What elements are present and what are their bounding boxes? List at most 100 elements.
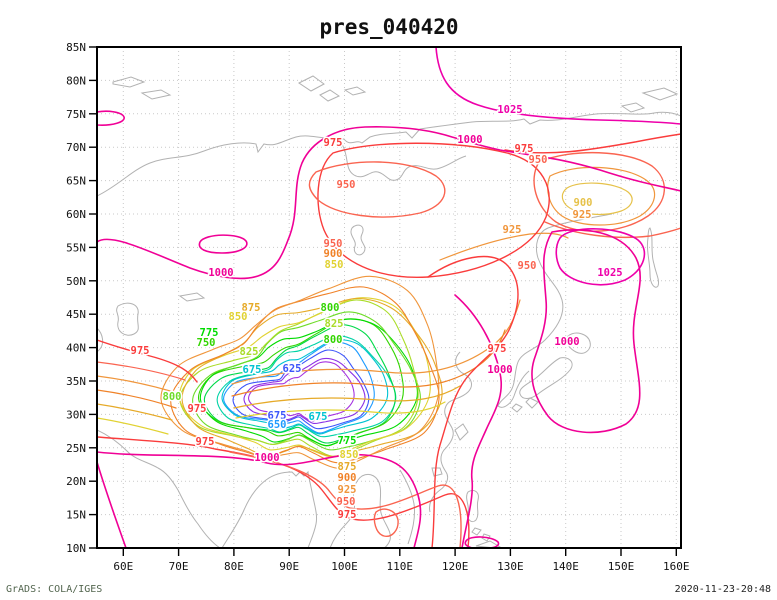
contour-900-west xyxy=(97,389,177,409)
contour-label-850: 850 xyxy=(325,259,344,271)
contour-1000-small-loop xyxy=(198,234,248,254)
contour-850-west xyxy=(97,417,169,435)
contour-label-1000: 1000 xyxy=(254,452,279,464)
x-tick-label: 150E xyxy=(608,560,635,573)
contour-1000-southwest xyxy=(97,461,127,548)
x-tick-label: 60E xyxy=(113,560,133,573)
contour-label-950: 950 xyxy=(518,260,537,272)
contour-975-siberian-loop xyxy=(317,142,550,279)
contour-label-650: 650 xyxy=(268,419,287,431)
island-sakhalin xyxy=(646,227,659,288)
contour-label-750: 750 xyxy=(197,337,216,349)
contour-label-850: 850 xyxy=(340,449,359,461)
contour-ring-900 xyxy=(170,286,440,464)
contour-ring-725 xyxy=(203,324,396,444)
contour-label-1000: 1000 xyxy=(208,267,233,279)
contour-ring-600 xyxy=(243,357,366,425)
island-honshu xyxy=(519,357,573,399)
coastline-indochina xyxy=(329,473,391,548)
contour-label-1025: 1025 xyxy=(597,267,622,279)
y-tick-label: 15N xyxy=(66,509,86,522)
contour-950-small-loop-indochina xyxy=(373,508,399,537)
y-tick-label: 85N xyxy=(66,41,86,54)
contour-ring-625 xyxy=(232,349,370,430)
contour-1025-north xyxy=(435,47,681,125)
contour-ring-675 xyxy=(221,339,389,435)
y-tick-label: 30N xyxy=(66,408,86,421)
contour-975-east-sweep xyxy=(504,133,681,154)
island-hainan xyxy=(431,467,443,477)
y-tick-label: 45N xyxy=(66,308,86,321)
contour-975-west-inflow xyxy=(97,339,198,383)
plot-frame xyxy=(96,46,682,549)
contour-1000-75n-loop xyxy=(97,110,125,126)
island-hokkaido xyxy=(566,332,591,354)
contour-label-975: 975 xyxy=(324,137,343,149)
contour-label-950: 950 xyxy=(337,496,356,508)
contour-ring-575 xyxy=(248,361,355,422)
contour-1000-japan-loop xyxy=(531,229,641,434)
contour-label-675: 675 xyxy=(309,411,328,423)
contour-950-siberian-loop xyxy=(308,161,446,218)
contour-lines xyxy=(97,47,681,548)
y-tick-label: 10N xyxy=(66,542,86,555)
contour-ring-775 xyxy=(199,318,419,447)
lake-aral xyxy=(116,302,139,336)
contour-1000-south xyxy=(97,451,422,548)
contour-label-950: 950 xyxy=(337,179,356,191)
contour-label-675: 675 xyxy=(268,410,287,422)
island-arctic-east xyxy=(620,87,679,113)
contour-1000-main xyxy=(97,126,681,280)
contour-ring-925 xyxy=(160,275,440,469)
contour-label-675: 675 xyxy=(243,364,262,376)
contour-950-west xyxy=(97,361,186,381)
contour-850-north-sweep xyxy=(235,401,446,419)
y-tick-label: 40N xyxy=(66,342,86,355)
contour-label-775: 775 xyxy=(200,327,219,339)
contour-label-850: 850 xyxy=(229,311,248,323)
coastline-vietnam xyxy=(399,469,415,545)
contour-label-975: 975 xyxy=(515,143,534,155)
contour-925-north-sweep xyxy=(231,299,521,385)
plot-title: pres_040420 xyxy=(319,15,458,39)
contour-950-okhotsk-outer xyxy=(533,151,666,232)
island-novaya-zemlya xyxy=(112,76,172,100)
contour-label-825: 825 xyxy=(240,346,259,358)
contours-red xyxy=(97,133,681,548)
x-tick-label: 160E xyxy=(663,560,690,573)
contour-label-975: 975 xyxy=(488,343,507,355)
coastline-india-west xyxy=(97,429,221,548)
contour-1025-okhotsk-high xyxy=(555,228,646,286)
contours-warm-sweeps xyxy=(97,166,656,435)
coastline-taymyr xyxy=(339,140,467,181)
contour-label-950: 950 xyxy=(529,154,548,166)
contour-label-900: 900 xyxy=(574,197,593,209)
contour-900-okhotsk-loop xyxy=(561,182,633,215)
x-tick-label: 120E xyxy=(442,560,469,573)
contour-ring-650 xyxy=(223,341,375,434)
contour-ring-700 xyxy=(216,335,397,438)
contour-label-800: 800 xyxy=(324,334,343,346)
contour-950-himalaya xyxy=(229,451,462,548)
island-severnaya-zemlya xyxy=(298,75,367,102)
contour-label-900: 900 xyxy=(338,472,357,484)
y-tick-label: 65N xyxy=(66,175,86,188)
x-tick-label: 110E xyxy=(387,560,414,573)
x-tick-label: 130E xyxy=(497,560,524,573)
contour-1000-china-coast xyxy=(454,294,502,548)
contour-label-900: 900 xyxy=(324,248,343,260)
y-tick-label: 60N xyxy=(66,208,86,221)
x-tick-label: 70E xyxy=(169,560,189,573)
contour-label-1000: 1000 xyxy=(487,364,512,376)
contour-label-825: 825 xyxy=(325,318,344,330)
island-taiwan xyxy=(454,423,469,441)
lake-baikal xyxy=(350,224,366,256)
contour-label-950: 950 xyxy=(324,238,343,250)
lake-balkhash xyxy=(178,292,206,302)
island-kyushu-shikoku xyxy=(511,397,539,413)
contour-875-north-sweep xyxy=(233,385,461,409)
contour-value-labels: 1025100097595097595090092592595010251000… xyxy=(129,103,624,523)
coastline-map xyxy=(97,75,681,548)
